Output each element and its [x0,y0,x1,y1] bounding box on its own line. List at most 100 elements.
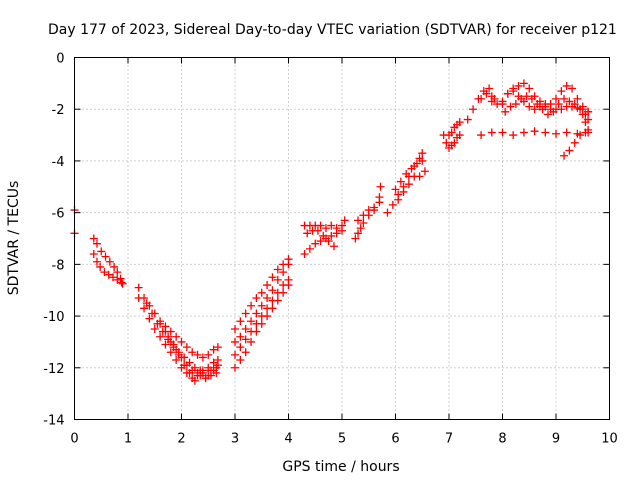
data-point [113,268,122,277]
data-point [415,172,424,181]
data-point [316,237,325,246]
data-point [257,288,266,297]
y-tick-label: -10 [43,310,64,325]
data-point [252,293,261,302]
data-point [247,317,256,326]
data-point [89,250,98,259]
data-point [316,221,325,230]
y-tick-label: -2 [52,103,65,118]
data-point [477,131,486,140]
data-point [236,317,245,326]
data-point [501,107,510,116]
data-point [166,348,175,357]
data-point [169,340,178,349]
data-point [263,293,272,302]
data-point [209,358,218,367]
data-point [485,84,494,93]
data-point [543,110,552,119]
data-point [570,138,579,147]
axis-ticks: 0 1 2 3 4 5 6 7 8 9 10 0 -2 -4 -6 -8 -10 -12 -14 [43,52,618,447]
series-29 [578,110,593,134]
grid-layer [74,57,610,420]
data-point [236,343,245,352]
data-point [300,250,309,259]
data-point [156,319,165,328]
chart-title: Day 177 of 2023, Sidereal Day-to-day VTE… [48,22,617,38]
data-point [418,149,427,158]
data-point [565,97,574,106]
data-point [284,281,293,290]
data-point [541,102,550,111]
y-tick-label: -8 [52,258,65,273]
series-11 [231,281,293,372]
data-point [340,216,349,225]
series-7 [164,332,221,385]
data-point [161,340,170,349]
x-tick-label: 2 [177,432,185,447]
data-point [101,252,110,261]
series-12 [300,226,346,259]
data-point [420,167,429,176]
data-point [172,332,181,341]
data-point [305,244,314,253]
data-point [134,283,143,292]
data-point [110,262,119,271]
data-point [359,211,368,220]
data-point [399,187,408,196]
series-8 [231,255,293,333]
data-point [311,239,320,248]
data-point [201,374,210,383]
data-point [96,262,105,271]
data-point [257,319,266,328]
x-tick-label: 7 [445,432,453,447]
data-point [565,146,574,155]
data-point [113,275,122,284]
data-points [70,79,593,385]
data-point [319,231,328,240]
y-tick-label: -12 [43,362,64,377]
y-axis-label: SDTVAR / TECUs [6,181,22,296]
data-point [313,226,322,235]
data-point [164,332,173,341]
data-point [241,325,250,333]
data-point [562,81,571,90]
data-point [370,203,379,212]
data-point [364,206,373,215]
series-27 [503,87,593,116]
data-point [247,337,256,346]
data-point [359,218,368,227]
data-point [279,288,288,297]
y-tick-label: -14 [43,414,64,429]
data-point [584,107,593,116]
data-point [447,128,456,137]
data-point [212,368,221,377]
data-point [514,81,523,90]
data-point [148,309,157,318]
data-point [463,115,472,124]
data-point [241,335,250,344]
series-16 [354,198,384,225]
data-point [190,376,199,385]
data-point [581,118,590,127]
x-tick-label: 5 [338,432,346,447]
y-tick-label: -4 [52,155,65,170]
data-point [172,356,181,365]
data-point [89,234,98,243]
data-point [394,195,403,204]
data-point [530,127,539,136]
y-tick-label: 0 [56,52,64,67]
x-tick-label: 3 [231,432,239,447]
data-point [188,348,197,357]
data-point [92,257,101,266]
data-point [273,265,282,274]
data-point [198,366,207,375]
x-tick-label: 0 [70,432,78,447]
data-point [134,293,143,302]
x-tick-label: 10 [601,432,618,447]
data-point [568,102,577,111]
data-point [268,273,277,282]
data-point [552,94,560,103]
data-point [519,128,528,137]
series-18 [391,156,427,194]
data-point [511,100,520,109]
